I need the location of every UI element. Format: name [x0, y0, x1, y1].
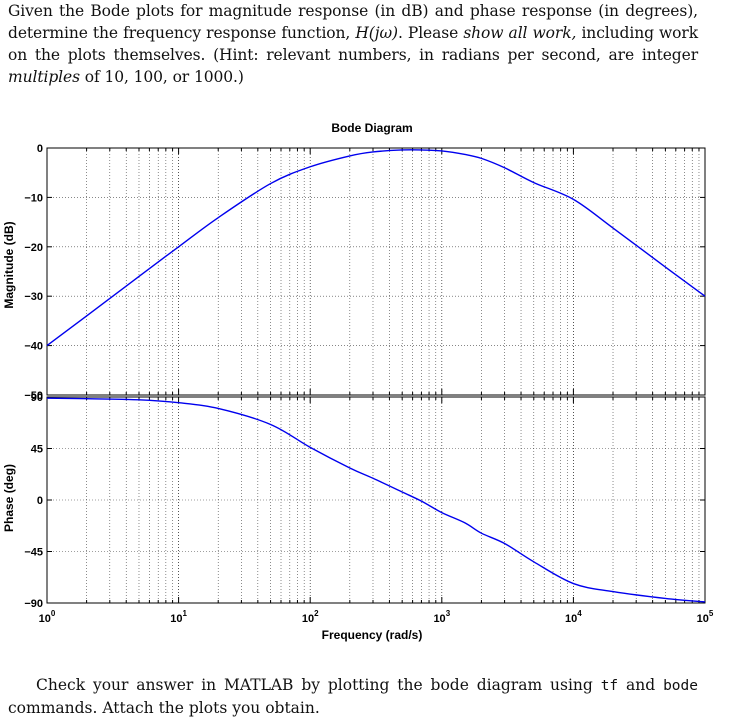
phase-y-tick-label: 90 [31, 392, 43, 404]
magnitude-y-tick-label: −10 [24, 192, 43, 204]
magnitude-frame [46, 147, 706, 396]
x-tick-label: 101 [170, 609, 187, 625]
x-tick-label: 105 [697, 609, 714, 625]
phase-y-tick-label: 45 [31, 444, 43, 456]
problem-intro: Given the Bode plots for magnitude respo… [8, 2, 698, 42]
footer-mid: and [626, 676, 656, 694]
x-axis-label: Frequency (rad/s) [322, 628, 423, 642]
magnitude-panel: 0 −10 −20 −30 −40 −50 [24, 143, 706, 402]
x-tick-label: 102 [302, 609, 319, 625]
x-tick-label: 104 [565, 609, 582, 625]
problem-statement: Given the Bode plots for magnitude respo… [8, 0, 698, 88]
footer-post: commands. Attach the plots you obtain. [8, 699, 320, 717]
problem-after-function: . Please [397, 24, 459, 42]
magnitude-y-tick-label: −50 [24, 390, 43, 402]
phase-frame [46, 396, 706, 604]
phase-response-line [46, 397, 706, 603]
magnitude-y-tick-label: −40 [24, 341, 43, 353]
chart-title: Bode Diagram [331, 121, 412, 135]
phase-y-tick-label: −45 [24, 547, 43, 559]
magnitude-y-axis-label: Magnitude (dB) [2, 221, 16, 308]
footer-instructions: Check your answer in MATLAB by plotting … [8, 674, 698, 719]
phase-y-axis-label: Phase (deg) [2, 464, 16, 532]
magnitude-y-tick-label: 0 [37, 143, 43, 155]
bode-figure: 0 −10 −20 −30 −40 −50 90 45 0 −45 −90 100 101 102 103… [0, 110, 729, 650]
footer-pre: Check your answer in MATLAB by plotting … [36, 676, 593, 694]
problem-rest: including work on the plots themselves. … [8, 24, 699, 64]
phase-y-tick-label: −90 [24, 598, 43, 610]
problem-hint-emphasis: multiples [8, 68, 80, 86]
x-tick-label: 103 [433, 609, 450, 625]
problem-emphasis: show all work, [463, 24, 577, 42]
footer-code-tf: tf [600, 678, 619, 694]
x-tick-label: 100 [39, 609, 56, 625]
magnitude-y-tick-label: −20 [24, 242, 43, 254]
problem-function: H(jω) [355, 24, 398, 42]
magnitude-response-line [46, 149, 706, 347]
phase-y-tick-label: 0 [37, 495, 43, 507]
magnitude-y-tick-label: −30 [24, 291, 43, 303]
footer-code-bode: bode [663, 678, 698, 694]
problem-hint-end: of 10, 100, or 1000.) [84, 68, 244, 86]
